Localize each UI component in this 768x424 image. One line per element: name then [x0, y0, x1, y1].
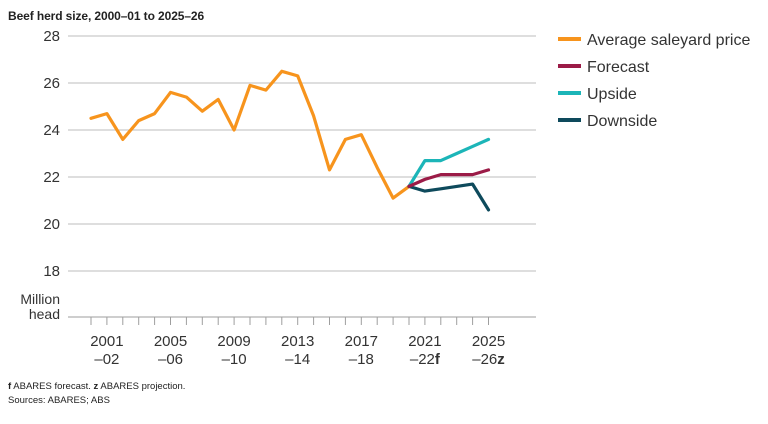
x-tick-label-2013: 2013 [281, 333, 314, 350]
legend-label-average-saleyard-price: Average saleyard price [587, 32, 750, 49]
series-line-upside [407, 137, 491, 188]
x-tick-label-2009: 2009 [217, 333, 250, 350]
x-tick-label-2005: 2005 [154, 333, 187, 350]
x-tick-sublabel-2017: –18 [349, 351, 374, 368]
chart-footer: f ABARES forecast. z ABARES projection. … [8, 380, 185, 408]
y-tick-label-22: 22 [43, 169, 60, 186]
series-line-forecast [407, 168, 491, 188]
legend: Average saleyard price Forecast Upside Down… [558, 32, 750, 130]
legend-label-downside: Downside [587, 113, 657, 130]
chart-title: Beef herd size, 2000–01 to 2025–26 [8, 9, 205, 23]
series-lines [89, 69, 491, 212]
footnote-f-text: ABARES forecast. [11, 381, 94, 392]
footnote-f-key: f [8, 381, 12, 392]
y-axis-unit-line2: head [29, 306, 60, 322]
y-tick-label-26: 26 [43, 75, 60, 92]
x-tick-label-2021: 2021 [408, 333, 441, 350]
x-axis: 2001–022005–062009–102013–142017–182021–… [68, 316, 536, 368]
y-axis-unit-line1: Million [20, 291, 60, 307]
series-line-average-saleyard-price [89, 69, 411, 200]
x-tick-sublabel-2009: –10 [222, 351, 247, 368]
legend-label-upside: Upside [587, 86, 637, 103]
y-tick-label-20: 20 [43, 216, 60, 233]
footnote-z-key: z [93, 381, 99, 392]
x-tick-sublabel-2013: –14 [285, 351, 310, 368]
y-tick-label-28: 28 [43, 28, 60, 45]
x-tick-label-2001: 2001 [90, 333, 123, 350]
x-tick-label-2017: 2017 [345, 333, 378, 350]
legend-label-forecast: Forecast [587, 59, 650, 76]
x-tick-sublabel-2021: –22f [410, 351, 441, 368]
x-tick-sublabel-2001: –02 [94, 351, 119, 368]
y-tick-label-18: 18 [43, 263, 60, 280]
y-tick-label-24: 24 [43, 122, 60, 139]
x-tick-sublabel-2025: –26z [472, 351, 505, 368]
grid-lines [68, 35, 536, 272]
footnote: f ABARES forecast. z ABARES projection. [8, 380, 185, 394]
x-tick-sublabel-2005: –06 [158, 351, 183, 368]
footnote-z-text: ABARES projection. [98, 381, 186, 392]
series-line-downside [407, 182, 491, 212]
y-axis-ticks: 18 20 22 24 26 28 [43, 28, 60, 280]
x-tick-label-2025: 2025 [472, 333, 505, 350]
sources-note: Sources: ABARES; ABS [8, 395, 110, 406]
